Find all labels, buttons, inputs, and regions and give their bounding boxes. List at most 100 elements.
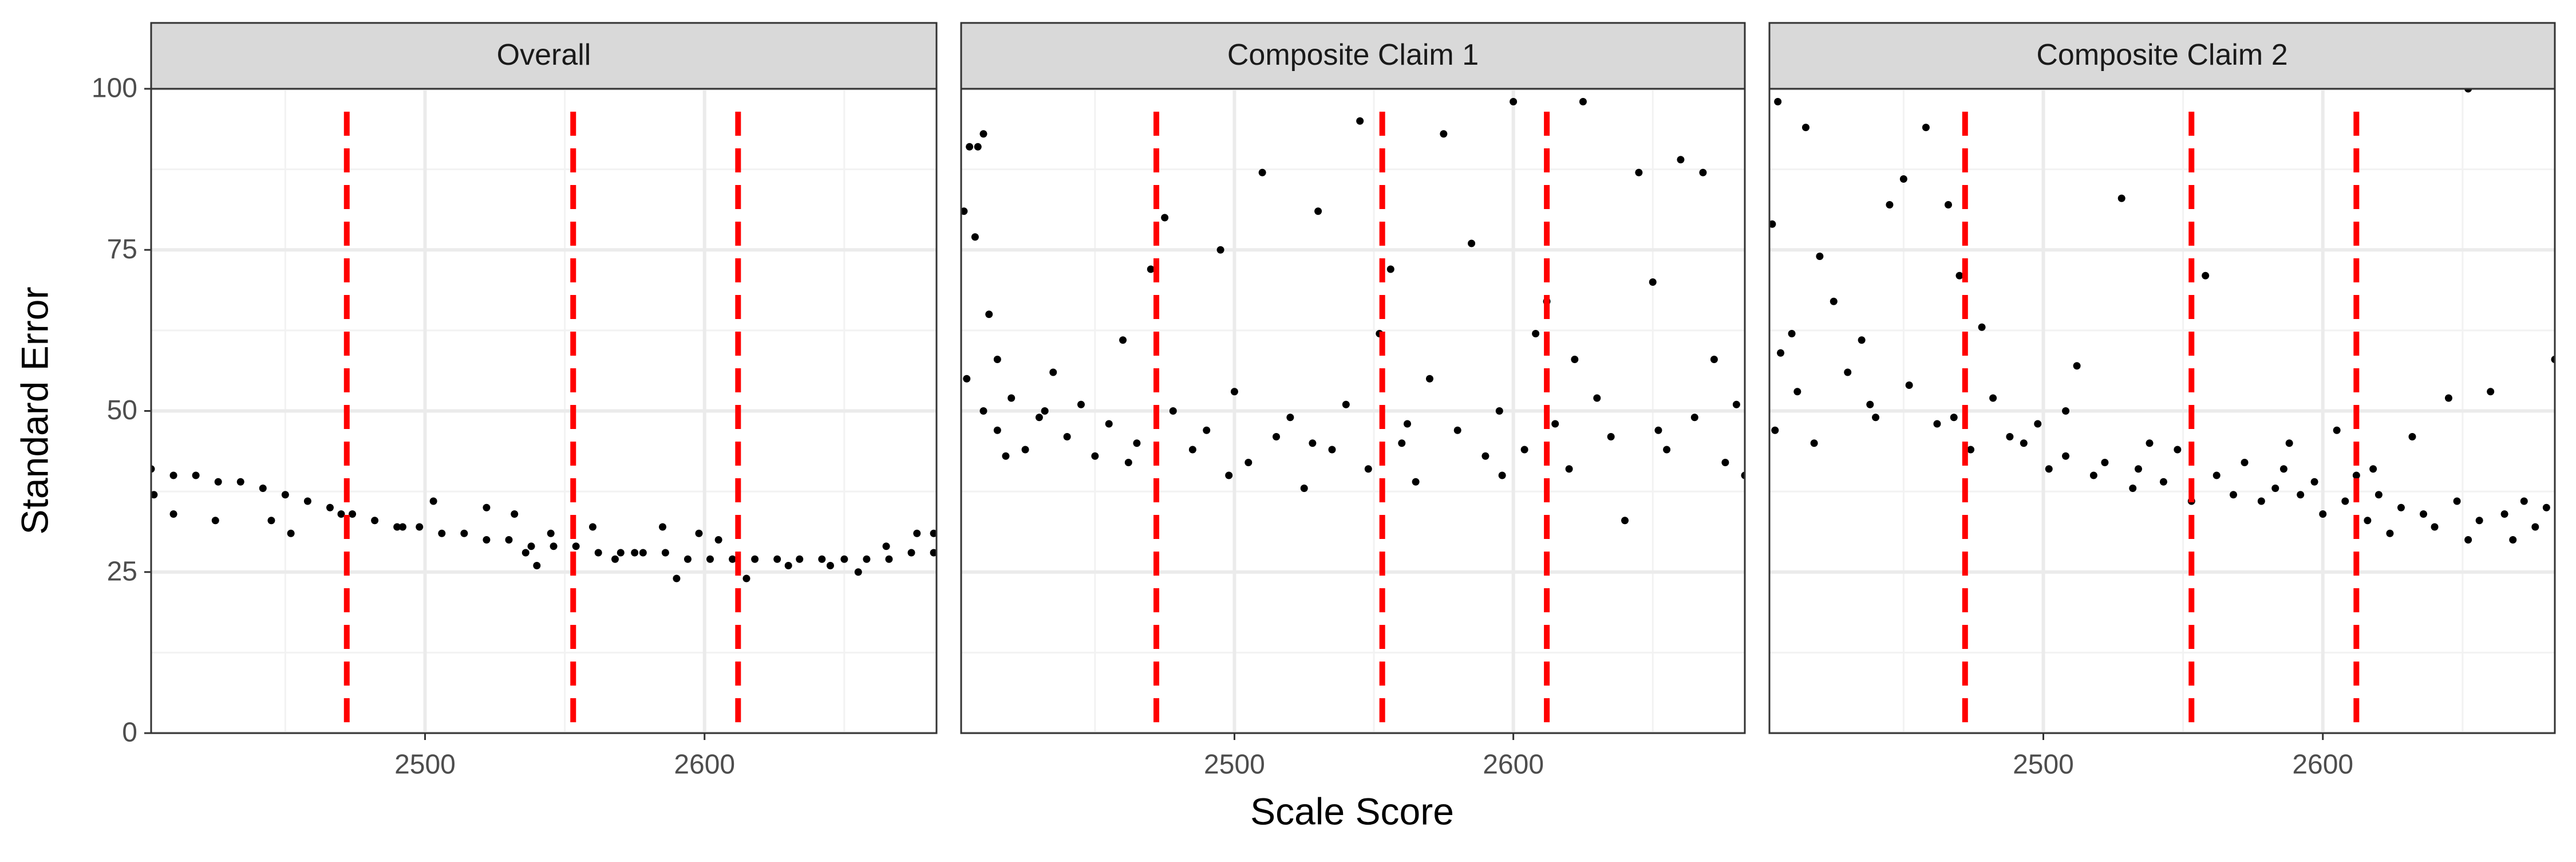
facet-strip — [960, 22, 1746, 90]
point — [1328, 446, 1336, 454]
point — [1858, 336, 1866, 344]
point — [533, 562, 541, 569]
point — [550, 542, 558, 550]
point — [2230, 491, 2238, 499]
x-axis-title: Scale Score — [1250, 790, 1454, 832]
point — [2352, 471, 2360, 479]
point — [1520, 446, 1528, 454]
point — [1579, 98, 1587, 105]
point — [1699, 168, 1707, 176]
point — [483, 503, 491, 511]
point — [1690, 414, 1698, 422]
point — [547, 529, 555, 537]
point — [1801, 124, 1809, 131]
point — [863, 555, 871, 563]
y-tick-label: 100 — [92, 73, 137, 104]
point — [521, 549, 530, 557]
point — [751, 555, 759, 563]
point — [326, 503, 334, 511]
y-tick-label: 50 — [107, 395, 137, 426]
point — [214, 478, 222, 486]
point — [2551, 356, 2555, 363]
point — [2045, 465, 2053, 473]
point — [661, 549, 669, 557]
point — [572, 542, 580, 550]
point — [993, 426, 1001, 434]
point — [1364, 465, 1372, 473]
point — [1677, 156, 1685, 164]
point — [1453, 426, 1461, 434]
point — [1967, 446, 1975, 454]
point — [2279, 465, 2287, 473]
x-tick-label: 2600 — [2292, 750, 2353, 780]
point — [2369, 465, 2377, 473]
point — [695, 529, 703, 537]
point — [2062, 407, 2070, 415]
point — [930, 549, 937, 557]
point — [773, 555, 781, 563]
point — [2500, 510, 2508, 518]
point — [2464, 536, 2472, 544]
panel-border — [1768, 88, 2556, 734]
point — [371, 517, 379, 525]
point — [784, 562, 792, 569]
point — [1532, 330, 1540, 337]
point — [1774, 98, 1782, 105]
point — [1169, 407, 1177, 415]
point — [1830, 297, 1838, 305]
point — [460, 529, 468, 537]
point — [2408, 433, 2416, 440]
point — [2297, 491, 2305, 499]
point — [2487, 388, 2495, 396]
facet-title: Composite Claim 2 — [2036, 38, 2287, 72]
point — [2257, 497, 2265, 505]
point — [840, 555, 848, 563]
point — [2062, 452, 2070, 460]
point — [2420, 510, 2428, 518]
point — [1481, 452, 1490, 460]
point — [2073, 362, 2081, 370]
point — [659, 523, 667, 531]
point — [1732, 400, 1740, 408]
point — [1119, 336, 1127, 344]
x-tick-label: 2600 — [1483, 750, 1544, 780]
point — [2134, 465, 2142, 473]
point — [2319, 510, 2327, 518]
point — [1989, 394, 1997, 402]
point — [2475, 517, 2483, 525]
point — [1593, 394, 1601, 402]
point — [2374, 491, 2383, 499]
point — [2386, 529, 2394, 537]
point — [594, 549, 602, 557]
point — [1741, 471, 1745, 479]
point — [1810, 439, 1818, 447]
point — [1899, 175, 1907, 183]
point — [1188, 446, 1196, 454]
point — [993, 356, 1001, 363]
point — [1091, 452, 1099, 460]
point — [1440, 130, 1448, 138]
point — [1498, 471, 1506, 479]
point — [259, 485, 267, 492]
point — [2241, 459, 2249, 466]
point — [2397, 503, 2405, 511]
point — [2333, 426, 2341, 434]
point — [527, 542, 535, 550]
point — [611, 555, 619, 563]
point — [979, 130, 987, 138]
point — [2464, 89, 2472, 93]
point — [2431, 523, 2439, 531]
point — [826, 562, 834, 569]
point — [349, 510, 357, 518]
point — [796, 555, 804, 563]
point — [2542, 503, 2550, 511]
point — [1286, 414, 1294, 422]
point — [1607, 433, 1615, 440]
point — [1510, 98, 1518, 105]
facet-title: Composite Claim 1 — [1227, 38, 1479, 72]
point — [639, 549, 647, 557]
point — [211, 517, 219, 525]
point — [1035, 414, 1043, 422]
point — [1309, 439, 1317, 447]
point — [2174, 446, 2182, 454]
